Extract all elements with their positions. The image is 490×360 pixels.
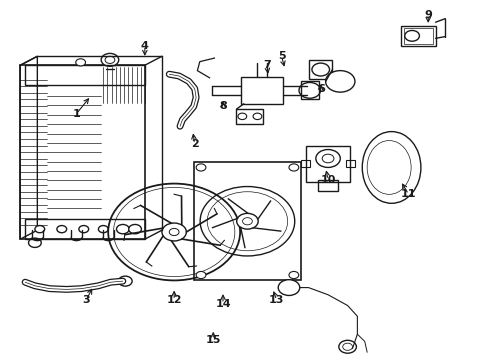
Circle shape	[289, 164, 299, 171]
Bar	[401, 26, 436, 45]
Circle shape	[339, 340, 356, 353]
Bar	[301, 160, 310, 167]
Text: 2: 2	[191, 139, 198, 149]
Text: 12: 12	[167, 295, 182, 305]
Text: 11: 11	[401, 189, 416, 199]
Bar	[20, 65, 145, 239]
Circle shape	[169, 228, 179, 235]
Bar	[346, 160, 355, 167]
Text: 14: 14	[215, 299, 231, 309]
Text: 6: 6	[317, 84, 325, 94]
Circle shape	[79, 226, 89, 233]
Circle shape	[119, 276, 132, 286]
Circle shape	[322, 154, 334, 163]
Circle shape	[343, 343, 352, 350]
Bar	[237, 109, 263, 123]
Text: 15: 15	[205, 334, 221, 345]
Circle shape	[105, 56, 115, 63]
Circle shape	[405, 31, 419, 41]
Circle shape	[299, 82, 320, 98]
Circle shape	[35, 226, 45, 233]
Circle shape	[101, 53, 119, 66]
Bar	[404, 28, 433, 44]
Bar	[242, 77, 283, 104]
Circle shape	[326, 71, 355, 92]
Circle shape	[253, 113, 262, 120]
Circle shape	[196, 271, 206, 279]
Text: 9: 9	[424, 10, 432, 20]
Circle shape	[162, 223, 186, 241]
Circle shape	[243, 218, 252, 225]
Circle shape	[278, 280, 300, 296]
Circle shape	[129, 225, 142, 234]
Circle shape	[316, 149, 340, 167]
Circle shape	[98, 226, 108, 233]
Bar	[306, 146, 350, 182]
Text: 13: 13	[269, 295, 285, 305]
Text: 3: 3	[82, 295, 90, 305]
Bar	[25, 65, 145, 85]
Text: 4: 4	[141, 41, 149, 50]
Text: 1: 1	[73, 109, 80, 119]
Circle shape	[312, 63, 330, 76]
Bar	[25, 220, 145, 239]
Circle shape	[118, 226, 128, 233]
Bar	[309, 60, 332, 80]
Circle shape	[289, 271, 299, 279]
Text: 8: 8	[219, 102, 227, 112]
Bar	[301, 81, 318, 99]
Bar	[318, 180, 338, 191]
Circle shape	[57, 226, 67, 233]
Circle shape	[117, 225, 129, 234]
Text: 5: 5	[278, 51, 286, 61]
Bar	[194, 162, 301, 280]
Text: 7: 7	[263, 60, 271, 70]
Circle shape	[196, 164, 206, 171]
Circle shape	[76, 59, 86, 66]
Circle shape	[238, 113, 246, 120]
Text: 10: 10	[320, 175, 336, 185]
Circle shape	[237, 213, 258, 229]
